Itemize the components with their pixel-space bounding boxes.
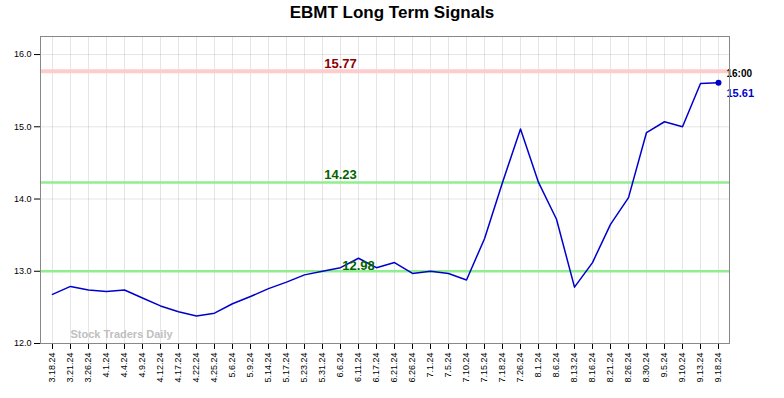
svg-text:14.23: 14.23 bbox=[324, 167, 357, 182]
svg-text:4.25.24: 4.25.24 bbox=[209, 353, 219, 383]
svg-text:13.0: 13.0 bbox=[14, 266, 32, 276]
svg-text:3.21.24: 3.21.24 bbox=[65, 353, 75, 383]
svg-text:Stock Traders Daily: Stock Traders Daily bbox=[71, 328, 174, 340]
svg-text:6.26.24: 6.26.24 bbox=[407, 353, 417, 383]
svg-text:15.61: 15.61 bbox=[727, 87, 755, 99]
svg-text:8.16.24: 8.16.24 bbox=[587, 353, 597, 383]
svg-text:5.9.24: 5.9.24 bbox=[245, 353, 255, 378]
svg-text:4.22.24: 4.22.24 bbox=[191, 353, 201, 383]
svg-text:16.0: 16.0 bbox=[14, 49, 32, 59]
svg-text:4.9.24: 4.9.24 bbox=[137, 353, 147, 378]
svg-text:4.1.24: 4.1.24 bbox=[101, 353, 111, 378]
svg-text:7.26.24: 7.26.24 bbox=[515, 353, 525, 383]
svg-text:5.6.24: 5.6.24 bbox=[227, 353, 237, 378]
svg-text:15.0: 15.0 bbox=[14, 122, 32, 132]
svg-text:7.18.24: 7.18.24 bbox=[497, 353, 507, 383]
svg-text:9.18.24: 9.18.24 bbox=[713, 353, 723, 383]
svg-text:9.13.24: 9.13.24 bbox=[695, 353, 705, 383]
html-text:EBMT Long Term Signals: EBMT Long Term Signals bbox=[289, 3, 495, 22]
svg-text:9.5.24: 9.5.24 bbox=[659, 353, 669, 378]
svg-text:12.98: 12.98 bbox=[342, 258, 375, 273]
svg-text:12.0: 12.0 bbox=[14, 338, 32, 348]
svg-text:5.14.24: 5.14.24 bbox=[263, 353, 273, 383]
svg-text:5.31.24: 5.31.24 bbox=[317, 353, 327, 383]
svg-text:8.13.24: 8.13.24 bbox=[569, 353, 579, 383]
svg-text:5.23.24: 5.23.24 bbox=[299, 353, 309, 383]
svg-text:7.10.24: 7.10.24 bbox=[461, 353, 471, 383]
svg-text:3.18.24: 3.18.24 bbox=[47, 353, 57, 383]
svg-text:7.15.24: 7.15.24 bbox=[479, 353, 489, 383]
svg-text:4.4.24: 4.4.24 bbox=[119, 353, 129, 378]
svg-text:8.21.24: 8.21.24 bbox=[605, 353, 615, 383]
svg-text:9.10.24: 9.10.24 bbox=[677, 353, 687, 383]
svg-text:3.26.24: 3.26.24 bbox=[83, 353, 93, 383]
svg-text:5.17.24: 5.17.24 bbox=[281, 353, 291, 383]
svg-text:8.30.24: 8.30.24 bbox=[641, 353, 651, 383]
svg-text:4.17.24: 4.17.24 bbox=[173, 353, 183, 383]
svg-text:8.6.24: 8.6.24 bbox=[551, 353, 561, 378]
svg-text:4.12.24: 4.12.24 bbox=[155, 353, 165, 383]
svg-text:14.0: 14.0 bbox=[14, 194, 32, 204]
svg-text:8.26.24: 8.26.24 bbox=[623, 353, 633, 383]
svg-text:7.1.24: 7.1.24 bbox=[425, 353, 435, 378]
svg-text:15.77: 15.77 bbox=[324, 56, 357, 71]
svg-text:7.5.24: 7.5.24 bbox=[443, 353, 453, 378]
svg-text:8.1.24: 8.1.24 bbox=[533, 353, 543, 378]
svg-text:6.17.24: 6.17.24 bbox=[371, 353, 381, 383]
svg-text:6.6.24: 6.6.24 bbox=[335, 353, 345, 378]
svg-text:6.11.24: 6.11.24 bbox=[353, 353, 363, 382]
svg-text:16:00: 16:00 bbox=[727, 68, 753, 79]
svg-text:6.21.24: 6.21.24 bbox=[389, 353, 399, 383]
